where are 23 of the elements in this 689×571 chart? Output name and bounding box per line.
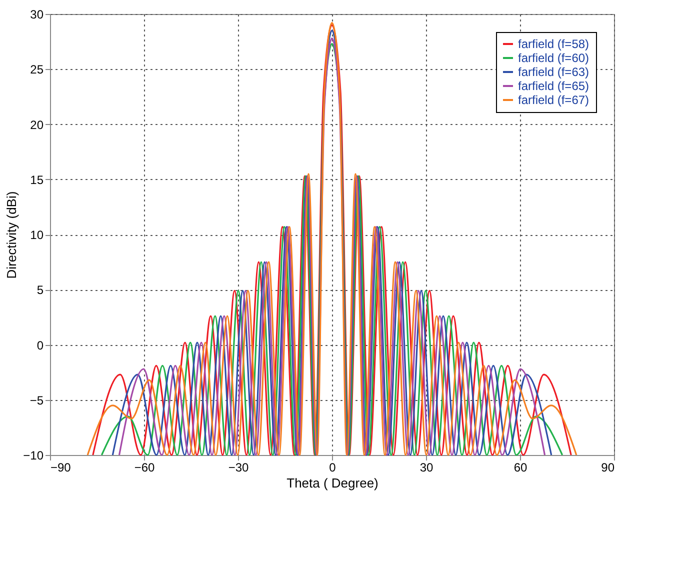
y-tick-label: 30 [30, 8, 44, 22]
x-tick-label: −30 [228, 460, 249, 474]
y-axis-title: Directivity (dBi) [4, 191, 20, 279]
x-tick-label: 60 [514, 460, 528, 474]
y-tick-label: 0 [36, 338, 44, 352]
y-tick-label: −10 [23, 448, 44, 462]
x-tick-label: −90 [50, 460, 72, 474]
legend-label: farfield (f=58) [518, 37, 590, 51]
legend-label: farfield (f=65) [518, 79, 590, 93]
x-axis-title: Theta ( Degree) [286, 476, 378, 490]
legend-label: farfield (f=60) [518, 51, 590, 65]
x-tick-label: 0 [329, 460, 336, 474]
x-tick-label: −60 [134, 460, 155, 474]
y-tick-label: 10 [30, 228, 44, 242]
y-tick-label: 20 [30, 118, 44, 132]
y-tick-label: 15 [30, 172, 44, 187]
y-tick-label: 25 [30, 62, 44, 77]
legend-label: farfield (f=67) [518, 93, 590, 107]
legend-label: farfield (f=63) [518, 65, 590, 79]
x-tick-label: 30 [420, 460, 434, 474]
y-tick-label: 5 [36, 283, 44, 298]
x-tick-label: 90 [601, 460, 615, 474]
y-tick-label: −5 [30, 393, 44, 408]
